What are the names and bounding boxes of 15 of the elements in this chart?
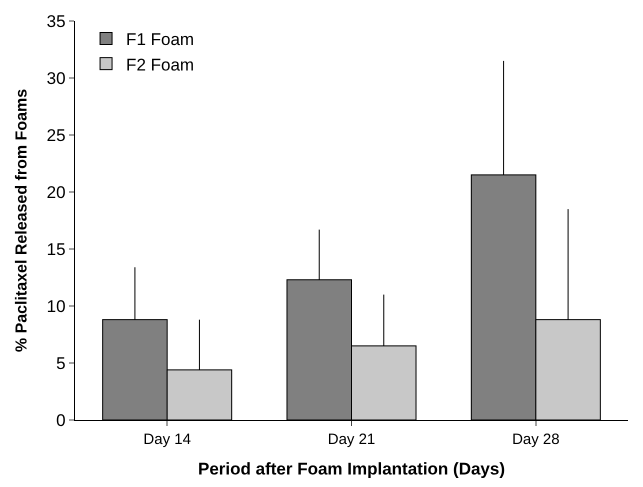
y-tick-label: 25 (46, 126, 66, 145)
x-tick-label: Day 28 (512, 431, 560, 448)
y-tick-label: 15 (46, 240, 66, 259)
y-tick-label: 30 (46, 68, 66, 88)
x-tick-label: Day 21 (328, 431, 376, 448)
y-tick-label: 35 (46, 12, 66, 31)
y-tick-label: 10 (46, 296, 66, 316)
y-tick-label: 5 (56, 354, 66, 373)
legend-label: F2 Foam (126, 55, 194, 74)
y-axis-title: % Paclitaxel Released from Foams (14, 88, 31, 352)
legend-label: F1 Foam (126, 30, 194, 50)
x-tick-label: Day 14 (143, 431, 191, 448)
y-tick-label: 0 (56, 410, 66, 430)
x-axis-title: Period after Foam Implantation (Days) (198, 459, 505, 478)
y-tick-label: 20 (46, 182, 66, 202)
